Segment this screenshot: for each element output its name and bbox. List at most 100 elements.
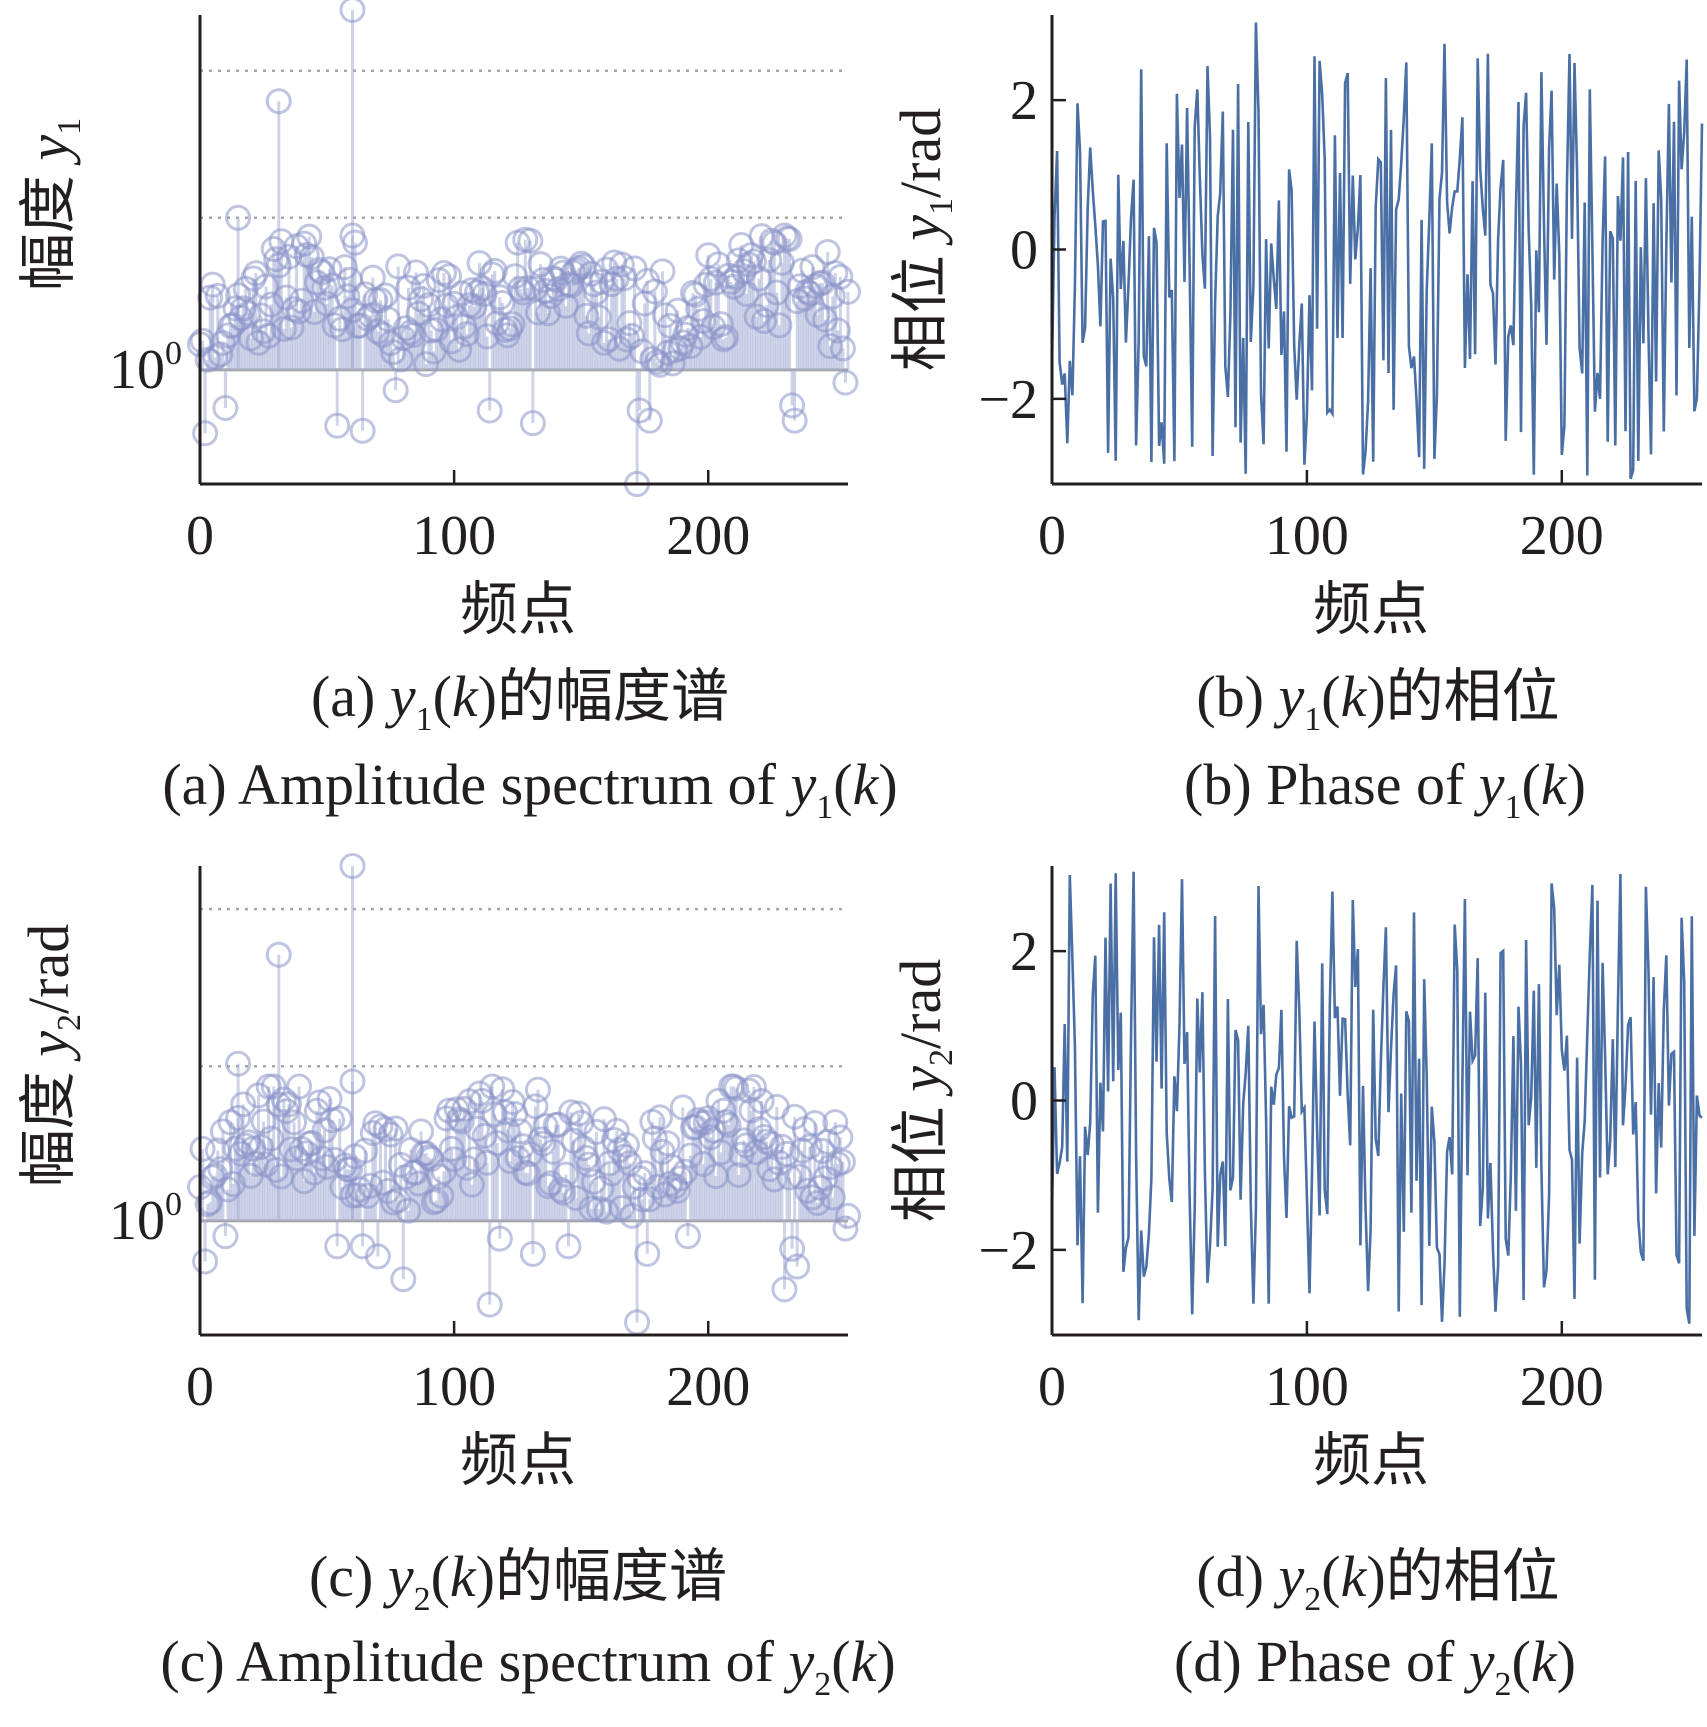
- stem-marker: [382, 377, 409, 404]
- stem-marker: [822, 1109, 849, 1136]
- stem-marker: [489, 290, 516, 317]
- stem-marker: [222, 1135, 249, 1162]
- stem-marker: [382, 1115, 409, 1142]
- stem-marker: [214, 1176, 241, 1203]
- stem-marker: [786, 1163, 813, 1190]
- stem-marker: [194, 1191, 221, 1218]
- stem-marker: [486, 1225, 513, 1252]
- caption-a-cn-suffix: 的幅度谱: [497, 664, 730, 729]
- caption-d-cn-sub: 2: [1304, 1581, 1322, 1618]
- stem-marker: [677, 1142, 704, 1169]
- stem-marker: [270, 1086, 297, 1113]
- stem-marker: [296, 223, 323, 250]
- stem-marker: [781, 407, 808, 434]
- caption-a-cn-k: (k): [432, 664, 498, 729]
- caption-b-en: (b) Phase of y1(k): [1184, 756, 1586, 825]
- x-tick-label: 100: [1265, 505, 1349, 567]
- stem-marker: [550, 1179, 577, 1206]
- stem-marker: [255, 322, 282, 349]
- stem-marker: [611, 1143, 638, 1170]
- stem-marker: [649, 258, 676, 285]
- x-tick-label: 0: [186, 1356, 214, 1418]
- stem-marker: [616, 310, 643, 337]
- stem-marker: [514, 275, 541, 302]
- stem-marker: [644, 1173, 671, 1200]
- stem-marker: [771, 1276, 798, 1303]
- y-axis-label: 幅度 y2/rad: [16, 924, 88, 1187]
- stem-marker: [326, 1105, 353, 1132]
- caption-c-en-k: (k): [831, 1629, 896, 1694]
- stem-marker: [441, 1146, 468, 1173]
- x-tick-label: 100: [1265, 1356, 1349, 1418]
- stem-marker: [461, 1146, 488, 1173]
- y-tick-label: 100: [109, 1186, 182, 1252]
- stem-marker: [301, 298, 328, 325]
- caption-d-cn-k: (k): [1321, 1544, 1386, 1609]
- stem-marker: [766, 312, 793, 339]
- caption-b-en-prefix: (b) Phase of: [1184, 752, 1479, 817]
- stem-marker: [428, 306, 455, 333]
- stem-marker: [408, 286, 435, 313]
- stem-marker: [585, 304, 612, 331]
- stem-marker: [552, 1161, 579, 1188]
- caption-d-en-sub: 2: [1494, 1666, 1512, 1703]
- stem-marker: [339, 1068, 366, 1095]
- stem-marker: [817, 333, 844, 360]
- stem-marker: [476, 1291, 503, 1318]
- stem-marker: [192, 420, 219, 447]
- caption-a-cn: (a) y1(k)的幅度谱: [311, 668, 729, 737]
- x-tick-label: 200: [666, 505, 750, 567]
- stem-marker: [377, 1121, 404, 1148]
- stem-marker: [410, 272, 437, 299]
- markers: [187, 0, 861, 497]
- stem-marker: [286, 298, 313, 325]
- stem-marker: [306, 256, 333, 283]
- stem-marker: [479, 1073, 506, 1100]
- stem-marker: [253, 273, 280, 300]
- caption-b-en-var: y: [1478, 752, 1505, 817]
- stem-marker: [316, 256, 343, 283]
- stem-marker: [725, 1161, 752, 1188]
- stem-marker: [390, 325, 417, 352]
- stem-marker: [339, 853, 366, 879]
- y-tick-label: 2: [1010, 921, 1038, 983]
- stem-marker: [281, 1109, 308, 1136]
- stem-marker: [593, 1198, 620, 1225]
- panel-a: 100 0 100 200 频点 幅度 y1: [16, 0, 861, 642]
- stem-marker: [250, 318, 277, 345]
- stem-marker: [639, 345, 666, 372]
- stem-marker: [390, 1266, 417, 1293]
- stem-marker: [430, 260, 457, 287]
- x-axis-label: 频点: [460, 1428, 576, 1493]
- stem-marker: [336, 1156, 363, 1183]
- stem-marker: [555, 1233, 582, 1260]
- stem-marker: [331, 254, 358, 281]
- caption-a-en-k: (k): [833, 752, 898, 817]
- caption-c-cn: (c) y2(k)的幅度谱: [309, 1548, 727, 1617]
- stem-marker: [835, 278, 861, 305]
- stem-marker: [230, 295, 257, 322]
- stem-marker: [497, 315, 524, 342]
- phase-series-line: [1050, 22, 1704, 480]
- stem-marker: [570, 1135, 597, 1162]
- caption-d-cn-prefix: (d): [1196, 1544, 1279, 1609]
- stem-marker: [286, 1073, 313, 1100]
- stem-marker: [209, 1118, 236, 1145]
- caption-c-en-prefix: (c) Amplitude spectrum of: [160, 1629, 789, 1694]
- stem-marker: [715, 1111, 742, 1138]
- stem-marker: [801, 1110, 828, 1137]
- stem-marker: [710, 326, 737, 353]
- x-tick-label: 100: [412, 1356, 496, 1418]
- caption-b-en-k: (k): [1521, 752, 1586, 817]
- stem-marker: [748, 1088, 775, 1115]
- stem-marker: [357, 1172, 384, 1199]
- stem-marker: [659, 350, 686, 377]
- stem-marker: [832, 1215, 859, 1242]
- y-tick-label: −2: [978, 369, 1038, 431]
- stem-marker: [827, 263, 854, 290]
- stem-marker: [713, 1109, 740, 1136]
- caption-a-en: (a) Amplitude spectrum of y1(k): [162, 756, 897, 825]
- stem-marker: [751, 308, 778, 335]
- markers: [187, 853, 861, 1336]
- caption-c-cn-suffix: 的幅度谱: [495, 1544, 728, 1609]
